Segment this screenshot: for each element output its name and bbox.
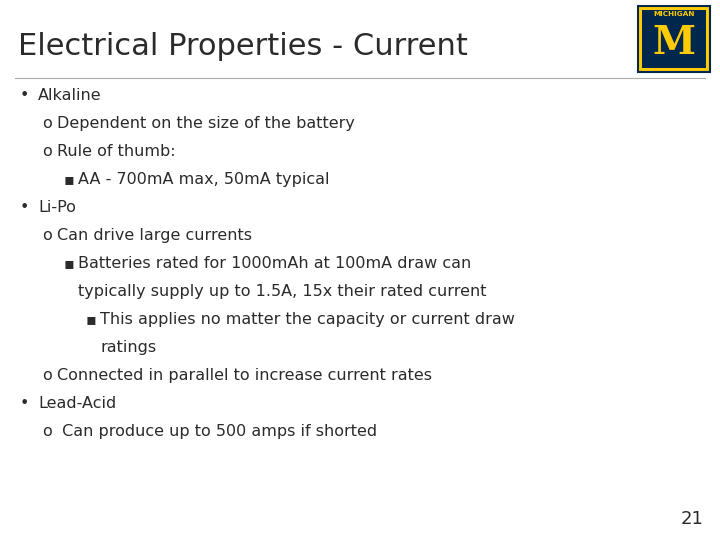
Text: Electrical Properties - Current: Electrical Properties - Current bbox=[18, 32, 468, 61]
Text: Batteries rated for 1000mAh at 100mA draw can: Batteries rated for 1000mAh at 100mA dra… bbox=[78, 256, 472, 271]
Text: •: • bbox=[20, 200, 30, 215]
Text: Connected in parallel to increase current rates: Connected in parallel to increase curren… bbox=[57, 368, 432, 383]
Text: ▪: ▪ bbox=[64, 256, 75, 271]
Text: ratings: ratings bbox=[100, 340, 156, 355]
Text: o: o bbox=[42, 228, 52, 243]
Text: M: M bbox=[652, 24, 696, 62]
Text: •: • bbox=[20, 88, 30, 103]
Text: o: o bbox=[42, 116, 52, 131]
Text: ▪: ▪ bbox=[64, 172, 75, 187]
Text: 21: 21 bbox=[680, 510, 703, 528]
Text: o: o bbox=[42, 144, 52, 159]
Text: •: • bbox=[20, 396, 30, 411]
Text: MICHIGAN: MICHIGAN bbox=[653, 11, 695, 17]
Bar bbox=[642, 10, 706, 68]
Text: Rule of thumb:: Rule of thumb: bbox=[57, 144, 176, 159]
Text: Dependent on the size of the battery: Dependent on the size of the battery bbox=[57, 116, 355, 131]
Text: typically supply up to 1.5A, 15x their rated current: typically supply up to 1.5A, 15x their r… bbox=[78, 284, 487, 299]
Text: Can produce up to 500 amps if shorted: Can produce up to 500 amps if shorted bbox=[57, 424, 377, 439]
Text: o: o bbox=[42, 424, 52, 439]
Text: Alkaline: Alkaline bbox=[38, 88, 102, 103]
Text: o: o bbox=[42, 368, 52, 383]
Text: Li-Po: Li-Po bbox=[38, 200, 76, 215]
Text: Lead-Acid: Lead-Acid bbox=[38, 396, 116, 411]
Text: ▪: ▪ bbox=[86, 312, 97, 327]
Text: This applies no matter the capacity or current draw: This applies no matter the capacity or c… bbox=[100, 312, 515, 327]
Bar bbox=[638, 6, 710, 72]
Text: Can drive large currents: Can drive large currents bbox=[57, 228, 252, 243]
Text: AA - 700mA max, 50mA typical: AA - 700mA max, 50mA typical bbox=[78, 172, 330, 187]
